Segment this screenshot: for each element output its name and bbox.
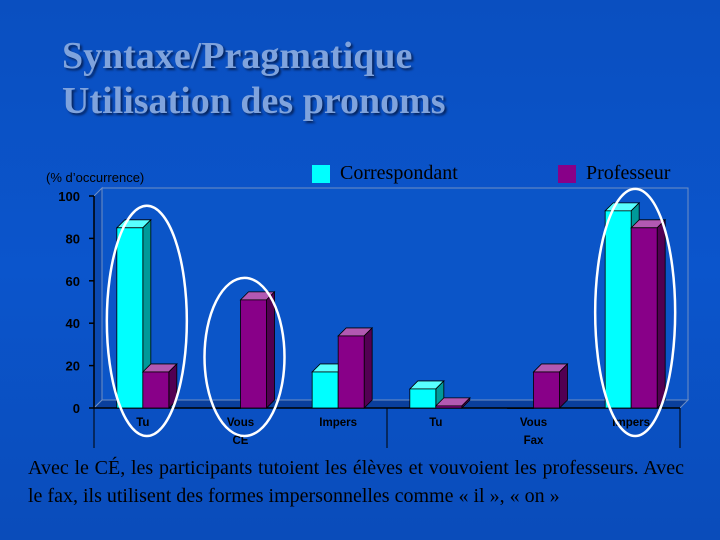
y-tick-label: 60	[66, 274, 80, 289]
y-tick-label: 0	[73, 401, 80, 416]
x-category-label: Vous	[227, 417, 254, 429]
bar	[604, 210, 632, 409]
title-line-1: Syntaxe/Pragmatique	[62, 35, 413, 77]
bar	[116, 227, 144, 409]
highlight-ellipse	[203, 276, 286, 438]
bar	[533, 371, 560, 409]
bar	[240, 299, 267, 409]
legend-label-professeur: Professeur	[586, 162, 671, 184]
legend-item-professeur: Professeur	[558, 162, 670, 185]
y-tick-label: 20	[66, 359, 80, 374]
x-category-label: Impers	[612, 417, 650, 429]
title-line-2: Utilisation des pronoms	[62, 80, 446, 122]
x-category-label: Impers	[319, 417, 357, 429]
highlight-ellipse	[593, 187, 677, 438]
slide-title: Syntaxe/Pragmatique Utilisation des pron…	[62, 34, 446, 124]
x-category-label: Tu	[429, 417, 442, 429]
chart-floor	[92, 399, 690, 409]
slide-caption: Avec le CÉ, les participants tutoient le…	[28, 457, 684, 507]
x-group-label: Fax	[524, 435, 544, 447]
y-axis-note: (% d’occurrence)	[46, 170, 145, 185]
bar-side	[559, 362, 568, 409]
bar-side	[656, 218, 666, 409]
bar	[142, 371, 170, 409]
bar	[409, 388, 437, 409]
legend-label-correspondant: Correspondant	[340, 162, 458, 184]
bar	[435, 405, 463, 409]
bar	[311, 371, 339, 409]
bar	[507, 407, 534, 409]
legend-item-correspondant: Correspondant	[312, 162, 458, 185]
chart-side-wall	[93, 186, 103, 410]
bar	[337, 335, 365, 409]
bar-side	[363, 326, 373, 409]
bar	[214, 407, 241, 409]
highlight-ellipse	[105, 204, 189, 438]
legend-swatch-correspondant	[312, 164, 330, 183]
legend-swatch-professeur	[558, 164, 576, 183]
bar	[630, 227, 658, 409]
y-tick-label: 100	[58, 189, 80, 204]
y-tick-label: 40	[66, 316, 80, 331]
x-category-label: Vous	[520, 417, 547, 429]
x-group-label: CE	[233, 435, 249, 447]
y-tick-label: 80	[66, 231, 80, 246]
x-category-label: Tu	[136, 417, 149, 429]
bar-side	[266, 290, 275, 409]
